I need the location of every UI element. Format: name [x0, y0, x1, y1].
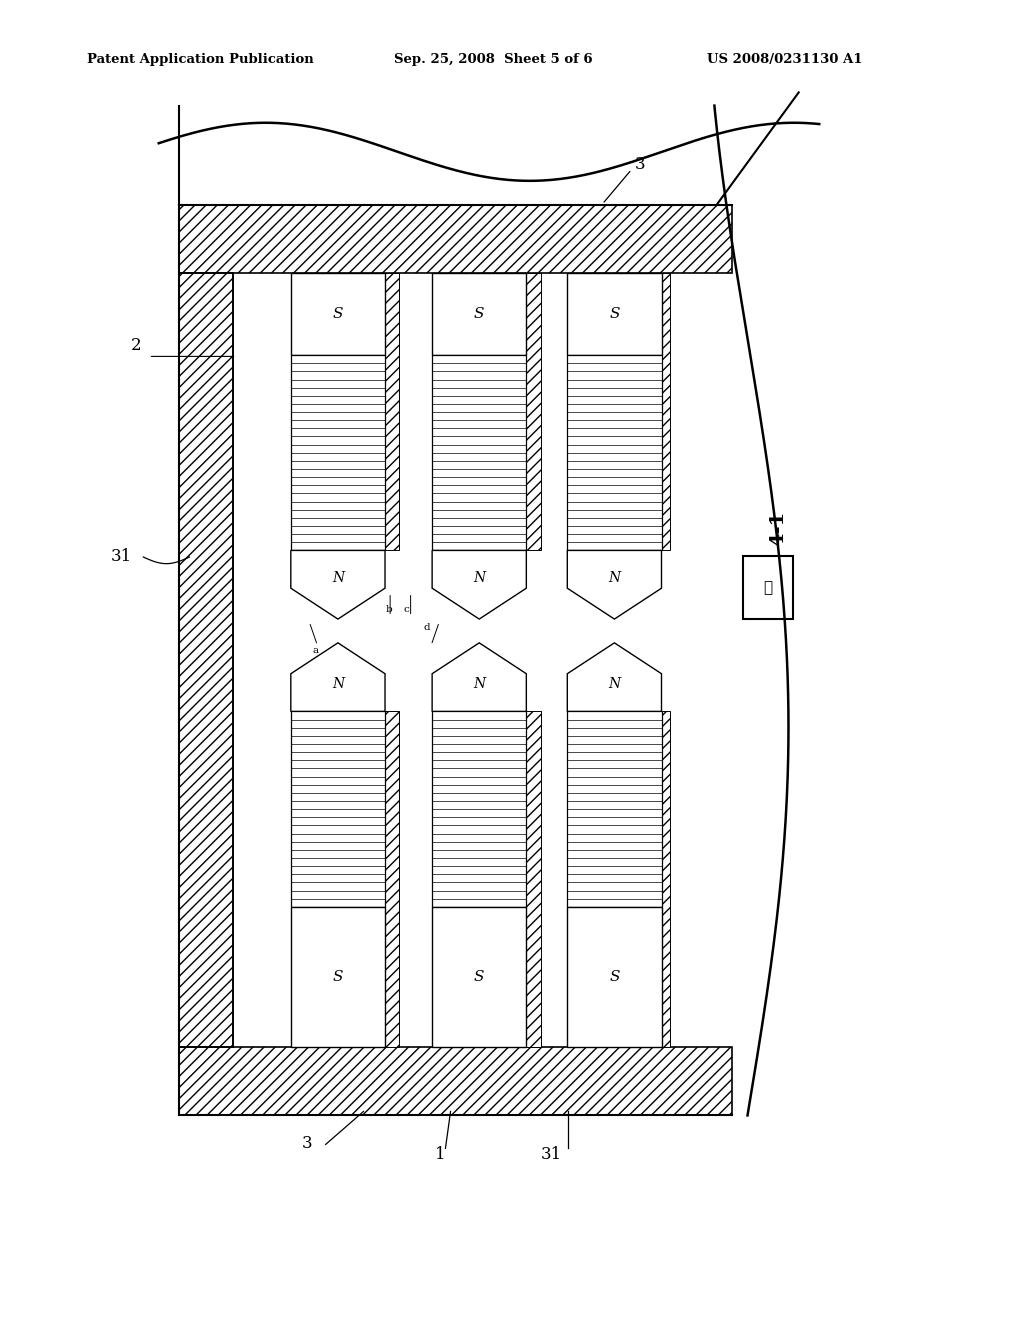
Bar	[385, 273, 399, 550]
Text: Patent Application Publication: Patent Application Publication	[87, 53, 313, 66]
Text: Sep. 25, 2008  Sheet 5 of 6: Sep. 25, 2008 Sheet 5 of 6	[394, 53, 593, 66]
Text: S: S	[474, 970, 484, 983]
Text: N: N	[608, 677, 621, 692]
Text: 31: 31	[541, 1146, 562, 1163]
Bar	[432, 355, 526, 550]
Text: 3: 3	[302, 1135, 312, 1152]
Bar	[179, 205, 732, 273]
Text: S: S	[333, 308, 343, 321]
Text: S: S	[609, 970, 620, 983]
Text: 2: 2	[131, 337, 141, 354]
Text: US 2008/0231130 A1: US 2008/0231130 A1	[707, 53, 862, 66]
Bar	[291, 907, 385, 1047]
Text: b: b	[386, 606, 393, 615]
Bar	[662, 273, 670, 550]
Bar	[432, 907, 526, 1047]
Polygon shape	[432, 643, 526, 711]
Text: 図: 図	[764, 579, 772, 595]
Bar	[526, 711, 541, 1047]
Bar	[662, 711, 670, 1047]
Text: N: N	[332, 570, 344, 585]
Polygon shape	[291, 550, 385, 619]
Bar	[743, 556, 793, 619]
Text: S: S	[609, 308, 620, 321]
Polygon shape	[567, 550, 662, 619]
Bar	[291, 711, 385, 907]
Text: 3: 3	[635, 156, 645, 173]
Bar	[567, 273, 662, 355]
Bar	[233, 273, 732, 1047]
Polygon shape	[432, 550, 526, 619]
Bar	[291, 355, 385, 550]
Bar	[432, 273, 526, 355]
Text: 31: 31	[111, 548, 132, 565]
Bar	[291, 273, 385, 355]
Bar	[567, 711, 662, 907]
Bar	[567, 907, 662, 1047]
Polygon shape	[291, 643, 385, 711]
Text: N: N	[473, 677, 485, 692]
Text: N: N	[608, 570, 621, 585]
Text: N: N	[473, 570, 485, 585]
Text: d: d	[424, 623, 430, 632]
Bar	[179, 273, 233, 1047]
Bar	[432, 711, 526, 907]
Bar	[385, 711, 399, 1047]
Text: c: c	[403, 606, 410, 615]
Text: S: S	[333, 970, 343, 983]
Bar	[526, 273, 541, 550]
Text: S: S	[474, 308, 484, 321]
Text: 4-1: 4-1	[769, 511, 787, 545]
Text: 1: 1	[435, 1146, 445, 1163]
Text: a: a	[312, 647, 318, 656]
Text: N: N	[332, 677, 344, 692]
Bar	[179, 1047, 732, 1115]
Polygon shape	[567, 643, 662, 711]
Bar	[567, 355, 662, 550]
